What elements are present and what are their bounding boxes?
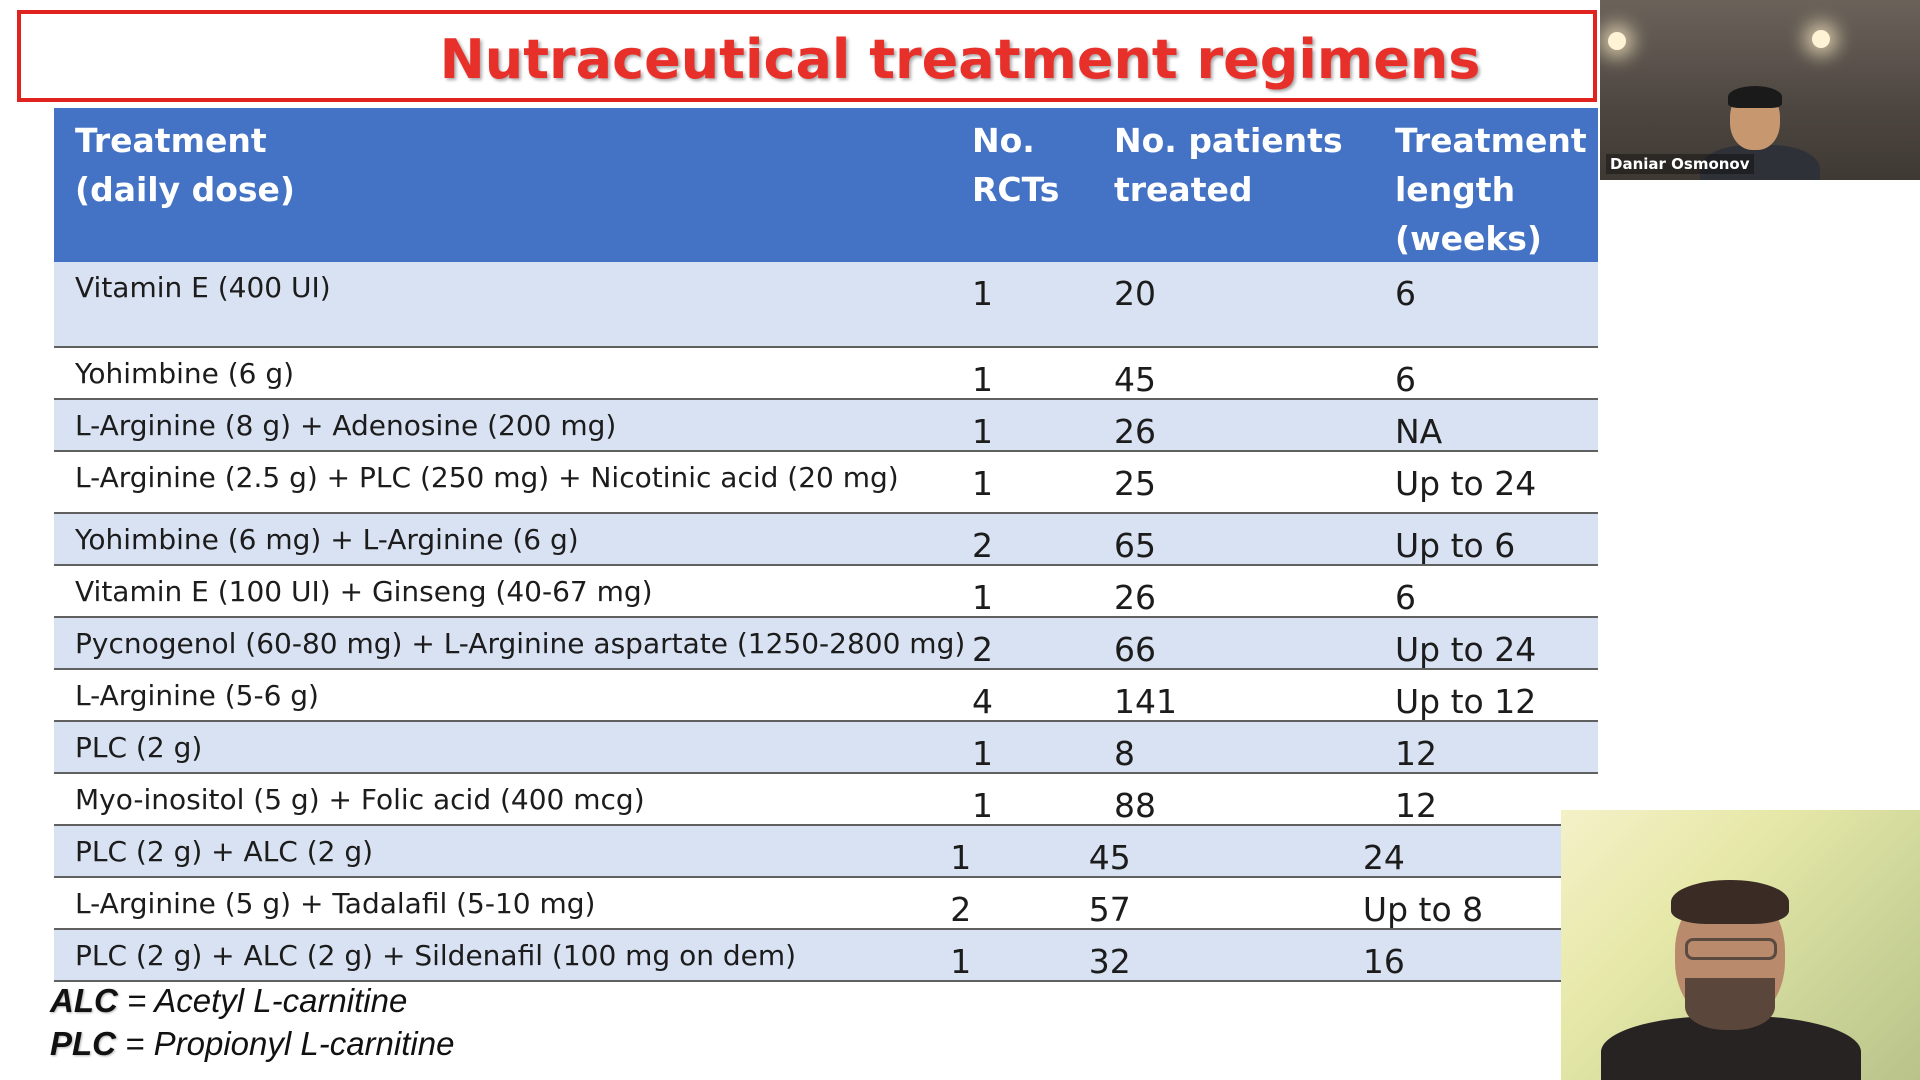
cell-patients: 26 <box>1114 578 1156 617</box>
cell-rcts: 1 <box>972 786 993 825</box>
cell-length: NA <box>1395 412 1443 451</box>
table-row: Yohimbine (6 g) 1 45 6 <box>54 348 1598 400</box>
cell-rcts: 4 <box>972 682 993 721</box>
cell-rcts: 1 <box>972 412 993 451</box>
title-frame <box>17 10 1597 102</box>
cell-treatment: Yohimbine (6 g) <box>75 357 295 390</box>
header-treatment: Treatment (daily dose) <box>75 121 295 209</box>
cell-patients: 26 <box>1114 412 1156 451</box>
cell-rcts: 1 <box>950 838 972 877</box>
cell-rcts: 1 <box>972 360 993 399</box>
cell-treatment: L-Arginine (2.5 g) + PLC (250 mg) + Nico… <box>75 461 899 494</box>
participant-body <box>1700 145 1820 180</box>
table-header: Treatment (daily dose) No. RCTs No. pati… <box>54 108 1598 262</box>
cell-rcts: 2 <box>950 890 972 929</box>
cell-patients: 57 <box>1088 890 1131 929</box>
cell-length: Up to 6 <box>1395 526 1516 565</box>
cell-patients: 32 <box>1088 942 1131 981</box>
cell-length: 12 <box>1395 734 1437 773</box>
table-row: Pycnogenol (60-80 mg) + L-Arginine aspar… <box>54 618 1598 670</box>
table-row: L-Arginine (2.5 g) + PLC (250 mg) + Nico… <box>54 452 1598 514</box>
header-length: Treatment length (weeks) <box>1395 121 1587 258</box>
cell-rcts: 1 <box>972 274 993 313</box>
cell-patients: 88 <box>1114 786 1156 825</box>
table-row: Myo-inositol (5 g) + Folic acid (400 mcg… <box>54 774 1598 826</box>
cell-length: Up to 24 <box>1395 630 1537 669</box>
table-row: Vitamin E (100 UI) + Ginseng (40-67 mg) 1… <box>54 566 1598 618</box>
cell-rcts: 1 <box>972 578 993 617</box>
table-body: Vitamin E (400 UI) 1 20 6 Yohimbine (6 g) 1 45… <box>54 262 1598 982</box>
footnote-plc: PLC = Propionyl L-carnitine <box>50 1025 454 1063</box>
cell-length: 6 <box>1395 274 1416 313</box>
speaker-glasses <box>1685 938 1777 960</box>
header-patients: No. patients treated <box>1114 121 1343 209</box>
cell-treatment: Pycnogenol (60-80 mg) + L-Arginine aspar… <box>75 627 966 660</box>
cell-treatment: L-Arginine (5-6 g) <box>75 679 319 712</box>
cell-length: Up to 24 <box>1395 464 1537 503</box>
footnote-text: = Propionyl L-carnitine <box>116 1025 455 1062</box>
table-row: L-Arginine (8 g) + Adenosine (200 mg) 1 26… <box>54 400 1598 452</box>
table-row: PLC (2 g) + ALC (2 g) 1 45 24 <box>54 826 1561 878</box>
cell-treatment: L-Arginine (8 g) + Adenosine (200 mg) <box>75 409 617 442</box>
table-row: Vitamin E (400 UI) 1 20 6 <box>54 262 1598 348</box>
cell-length: Up to 12 <box>1395 682 1537 721</box>
cell-rcts: 2 <box>972 630 993 669</box>
table-row: L-Arginine (5-6 g) 4 141 Up to 12 <box>54 670 1598 722</box>
participant-video-tile[interactable]: Daniar Osmonov <box>1600 0 1920 180</box>
cell-length: 24 <box>1362 838 1405 877</box>
footnote-alc: ALC = Acetyl L-carnitine <box>50 982 407 1020</box>
header-rcts: No. RCTs <box>972 121 1060 209</box>
table-row: L-Arginine (5 g) + Tadalafil (5-10 mg) 2 5… <box>54 878 1561 930</box>
table-row: PLC (2 g) + ALC (2 g) + Sildenafil (100 … <box>54 930 1561 982</box>
footnote-text: = Acetyl L-carnitine <box>117 982 408 1019</box>
cell-patients: 66 <box>1114 630 1156 669</box>
cell-length: 12 <box>1395 786 1437 825</box>
cell-patients: 45 <box>1114 360 1156 399</box>
table-row: PLC (2 g) 1 8 12 <box>54 722 1598 774</box>
cell-patients: 20 <box>1114 274 1156 313</box>
participant-name-label: Daniar Osmonov <box>1606 154 1754 174</box>
ceiling-light <box>1812 30 1830 48</box>
slide-title: Nutraceutical treatment regimens <box>439 28 1481 91</box>
cell-length: Up to 8 <box>1362 890 1484 929</box>
cell-length: 6 <box>1395 578 1416 617</box>
cell-treatment: Vitamin E (400 UI) <box>75 271 331 304</box>
cell-treatment: PLC (2 g) + ALC (2 g) + Sildenafil (100 … <box>75 939 797 972</box>
table-row: Yohimbine (6 mg) + L-Arginine (6 g) 2 65 Up… <box>54 514 1598 566</box>
footnote-abbr: ALC <box>50 982 118 1019</box>
participant-hair <box>1728 86 1782 108</box>
ceiling-light <box>1608 32 1626 50</box>
cell-treatment: Yohimbine (6 mg) + L-Arginine (6 g) <box>75 523 579 556</box>
cell-rcts: 1 <box>972 734 993 773</box>
cell-treatment: L-Arginine (5 g) + Tadalafil (5-10 mg) <box>75 887 596 920</box>
cell-rcts: 1 <box>972 464 993 503</box>
cell-treatment: Myo-inositol (5 g) + Folic acid (400 mcg… <box>75 783 645 816</box>
speaker-hair <box>1671 880 1789 924</box>
cell-patients: 45 <box>1088 838 1131 877</box>
cell-treatment: PLC (2 g) + ALC (2 g) <box>75 835 374 868</box>
speaker-video-tile[interactable] <box>1561 810 1920 1080</box>
cell-treatment: PLC (2 g) <box>75 731 203 764</box>
cell-length: 16 <box>1362 942 1405 981</box>
cell-patients: 141 <box>1114 682 1177 721</box>
speaker-beard <box>1685 978 1775 1030</box>
cell-treatment: Vitamin E (100 UI) + Ginseng (40-67 mg) <box>75 575 653 608</box>
regimens-table: Treatment (daily dose) No. RCTs No. pati… <box>54 108 1598 982</box>
cell-patients: 8 <box>1114 734 1135 773</box>
cell-rcts: 1 <box>950 942 972 981</box>
cell-patients: 65 <box>1114 526 1156 565</box>
footnote-abbr: PLC <box>50 1025 116 1062</box>
cell-patients: 25 <box>1114 464 1156 503</box>
cell-rcts: 2 <box>972 526 993 565</box>
cell-length: 6 <box>1395 360 1416 399</box>
